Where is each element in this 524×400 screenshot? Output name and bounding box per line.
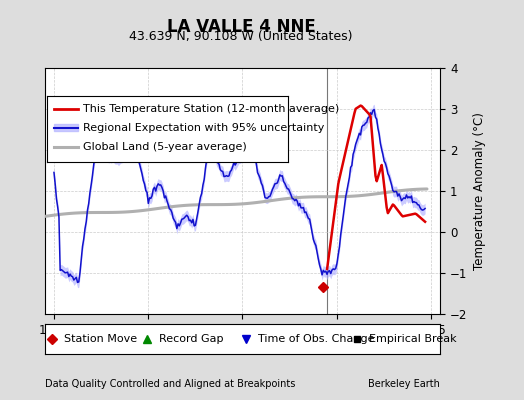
Text: This Temperature Station (12-month average): This Temperature Station (12-month avera… (83, 104, 340, 114)
Text: Time of Obs. Change: Time of Obs. Change (258, 334, 375, 344)
Text: Empirical Break: Empirical Break (369, 334, 456, 344)
Text: LA VALLE 4 NNE: LA VALLE 4 NNE (167, 18, 315, 36)
Text: Regional Expectation with 95% uncertainty: Regional Expectation with 95% uncertaint… (83, 123, 325, 133)
Text: Station Move: Station Move (64, 334, 137, 344)
Text: Berkeley Earth: Berkeley Earth (368, 379, 440, 389)
Text: Global Land (5-year average): Global Land (5-year average) (83, 142, 247, 152)
Y-axis label: Temperature Anomaly (°C): Temperature Anomaly (°C) (473, 112, 486, 270)
Text: Data Quality Controlled and Aligned at Breakpoints: Data Quality Controlled and Aligned at B… (45, 379, 295, 389)
Text: Record Gap: Record Gap (159, 334, 224, 344)
Text: 43.639 N, 90.108 W (United States): 43.639 N, 90.108 W (United States) (129, 30, 353, 43)
